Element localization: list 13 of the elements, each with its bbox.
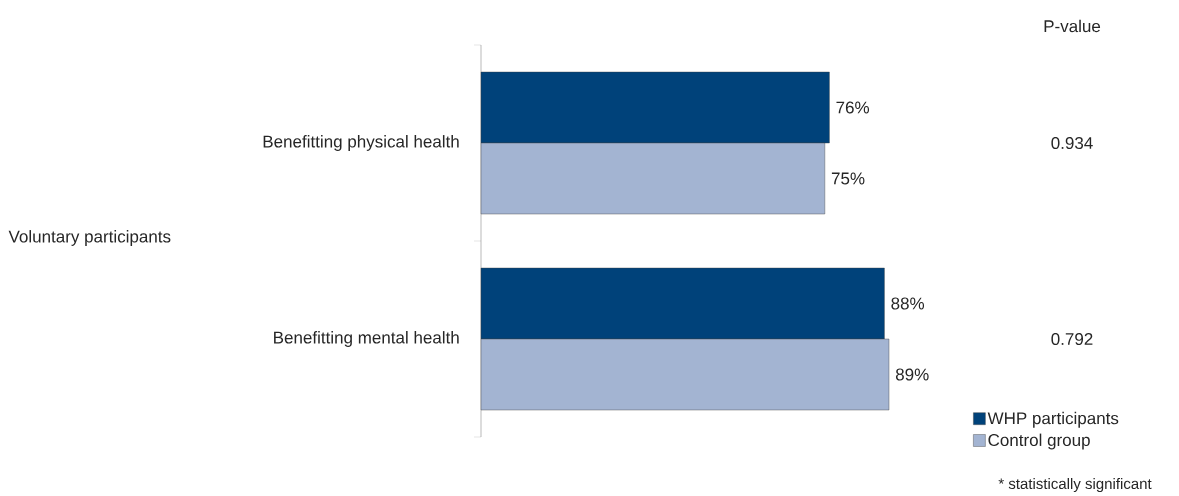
data-label: 76%	[836, 101, 870, 114]
data-label: 88%	[891, 297, 925, 310]
text: Voluntary participants	[8, 230, 171, 246]
legend-label: Control group	[988, 433, 1090, 450]
text: 0.934	[1051, 136, 1093, 150]
y-tick-label: Benefitting mental health	[274, 331, 459, 347]
text: 0.792	[1051, 332, 1093, 346]
y-tick-label: Benefitting physical health	[263, 135, 459, 151]
data-label: 89%	[895, 368, 929, 381]
text: P-value	[1044, 19, 1101, 33]
data-label: 75%	[831, 172, 865, 185]
legend-label: WHP participants	[987, 411, 1119, 428]
text: * statistically significant	[998, 478, 1152, 492]
